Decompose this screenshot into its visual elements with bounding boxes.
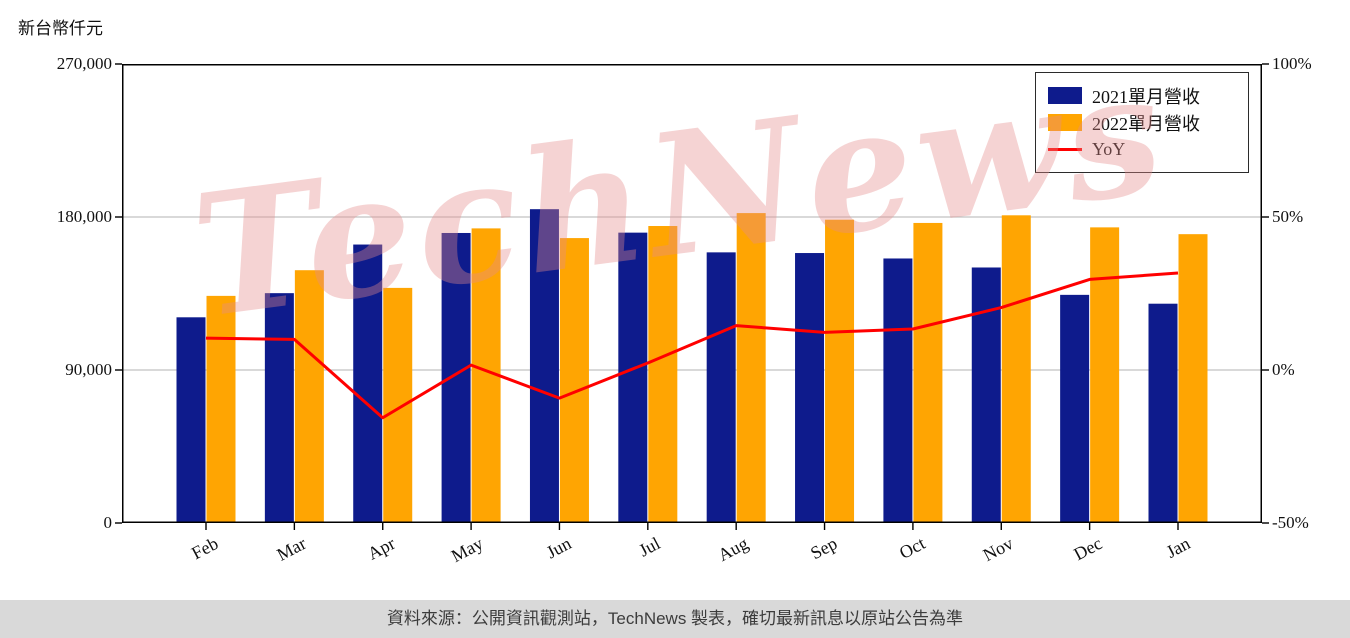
x-axis-tick-Jul: Jul — [635, 533, 664, 561]
source-footer: 資料來源：公開資訊觀測站，TechNews 製表，確切最新訊息以原站公告為準 — [0, 600, 1350, 638]
right-axis-tick: 50% — [1272, 207, 1304, 226]
bar-2021-Jul — [618, 232, 648, 523]
x-axis-tick-Dec: Dec — [1070, 533, 1106, 565]
chart-legend: 2021單月營收 2022單月營收 YoY — [1035, 72, 1249, 173]
x-axis-tick-Feb: Feb — [188, 533, 222, 564]
bar-2022-Dec — [1090, 227, 1120, 523]
legend-item-yoy: YoY — [1048, 136, 1236, 163]
bar-2021-Apr — [353, 244, 383, 524]
left-axis-tick: 90,000 — [65, 360, 112, 379]
left-axis-tick: 270,000 — [56, 54, 112, 73]
x-axis-tick-Mar: Mar — [273, 533, 310, 565]
x-axis-tick-May: May — [447, 533, 487, 567]
bar-2022-Oct — [913, 222, 943, 523]
legend-label-2021: 2021單月營收 — [1092, 86, 1200, 107]
left-axis-tick: 180,000 — [56, 207, 112, 226]
x-axis-tick-Oct: Oct — [895, 533, 929, 563]
left-axis-tick: 0 — [103, 513, 113, 532]
bar-2022-Jan — [1178, 234, 1208, 524]
bar-2022-Mar — [294, 270, 324, 523]
x-axis-tick-Apr: Apr — [363, 533, 399, 564]
bar-2022-Sep — [825, 219, 855, 523]
right-axis-tick: 0% — [1272, 360, 1295, 379]
x-axis-tick-Jun: Jun — [543, 533, 575, 563]
bar-2021-Dec — [1060, 294, 1090, 523]
bar-2022-Apr — [383, 287, 413, 523]
legend-label-yoy: YoY — [1092, 139, 1126, 159]
chart-canvas — [115, 63, 1269, 530]
bar-2021-May — [441, 232, 471, 524]
bar-2022-Jun — [559, 238, 589, 523]
x-axis-tick-Aug: Aug — [714, 533, 752, 566]
plot-border — [122, 64, 1262, 523]
x-axis-tick-Jan: Jan — [1162, 533, 1194, 562]
chart-plot-area — [115, 63, 1269, 530]
x-axis-tick-Nov: Nov — [979, 533, 1017, 566]
yoy-line — [205, 271, 1179, 420]
right-axis-tick: -50% — [1272, 513, 1309, 532]
legend-label-2022: 2022單月營收 — [1092, 113, 1200, 134]
bar-2021-Sep — [795, 253, 825, 524]
legend-item-2022: 2022單月營收 — [1048, 109, 1236, 136]
bar-2021-Oct — [883, 258, 913, 523]
legend-item-2021: 2021單月營收 — [1048, 82, 1236, 109]
bar-2022-Aug — [736, 213, 766, 523]
bar-2021-Feb — [176, 317, 206, 523]
legend-swatch-2022 — [1048, 114, 1082, 131]
bar-2021-Jan — [1148, 303, 1178, 523]
bar-2022-Feb — [206, 295, 236, 523]
bar-2021-Aug — [706, 252, 736, 524]
legend-swatch-2021 — [1048, 87, 1082, 104]
axis-unit-label: 新台幣仟元 — [18, 19, 103, 38]
bar-2021-Mar — [264, 293, 294, 523]
right-axis-tick: 100% — [1272, 54, 1312, 73]
bar-2022-Nov — [1001, 215, 1031, 524]
bar-2022-Jul — [648, 226, 678, 523]
bar-2021-Nov — [971, 267, 1001, 523]
legend-swatch-yoy — [1048, 148, 1082, 151]
x-axis-tick-Sep: Sep — [806, 533, 840, 564]
bar-2021-Jun — [529, 209, 559, 523]
